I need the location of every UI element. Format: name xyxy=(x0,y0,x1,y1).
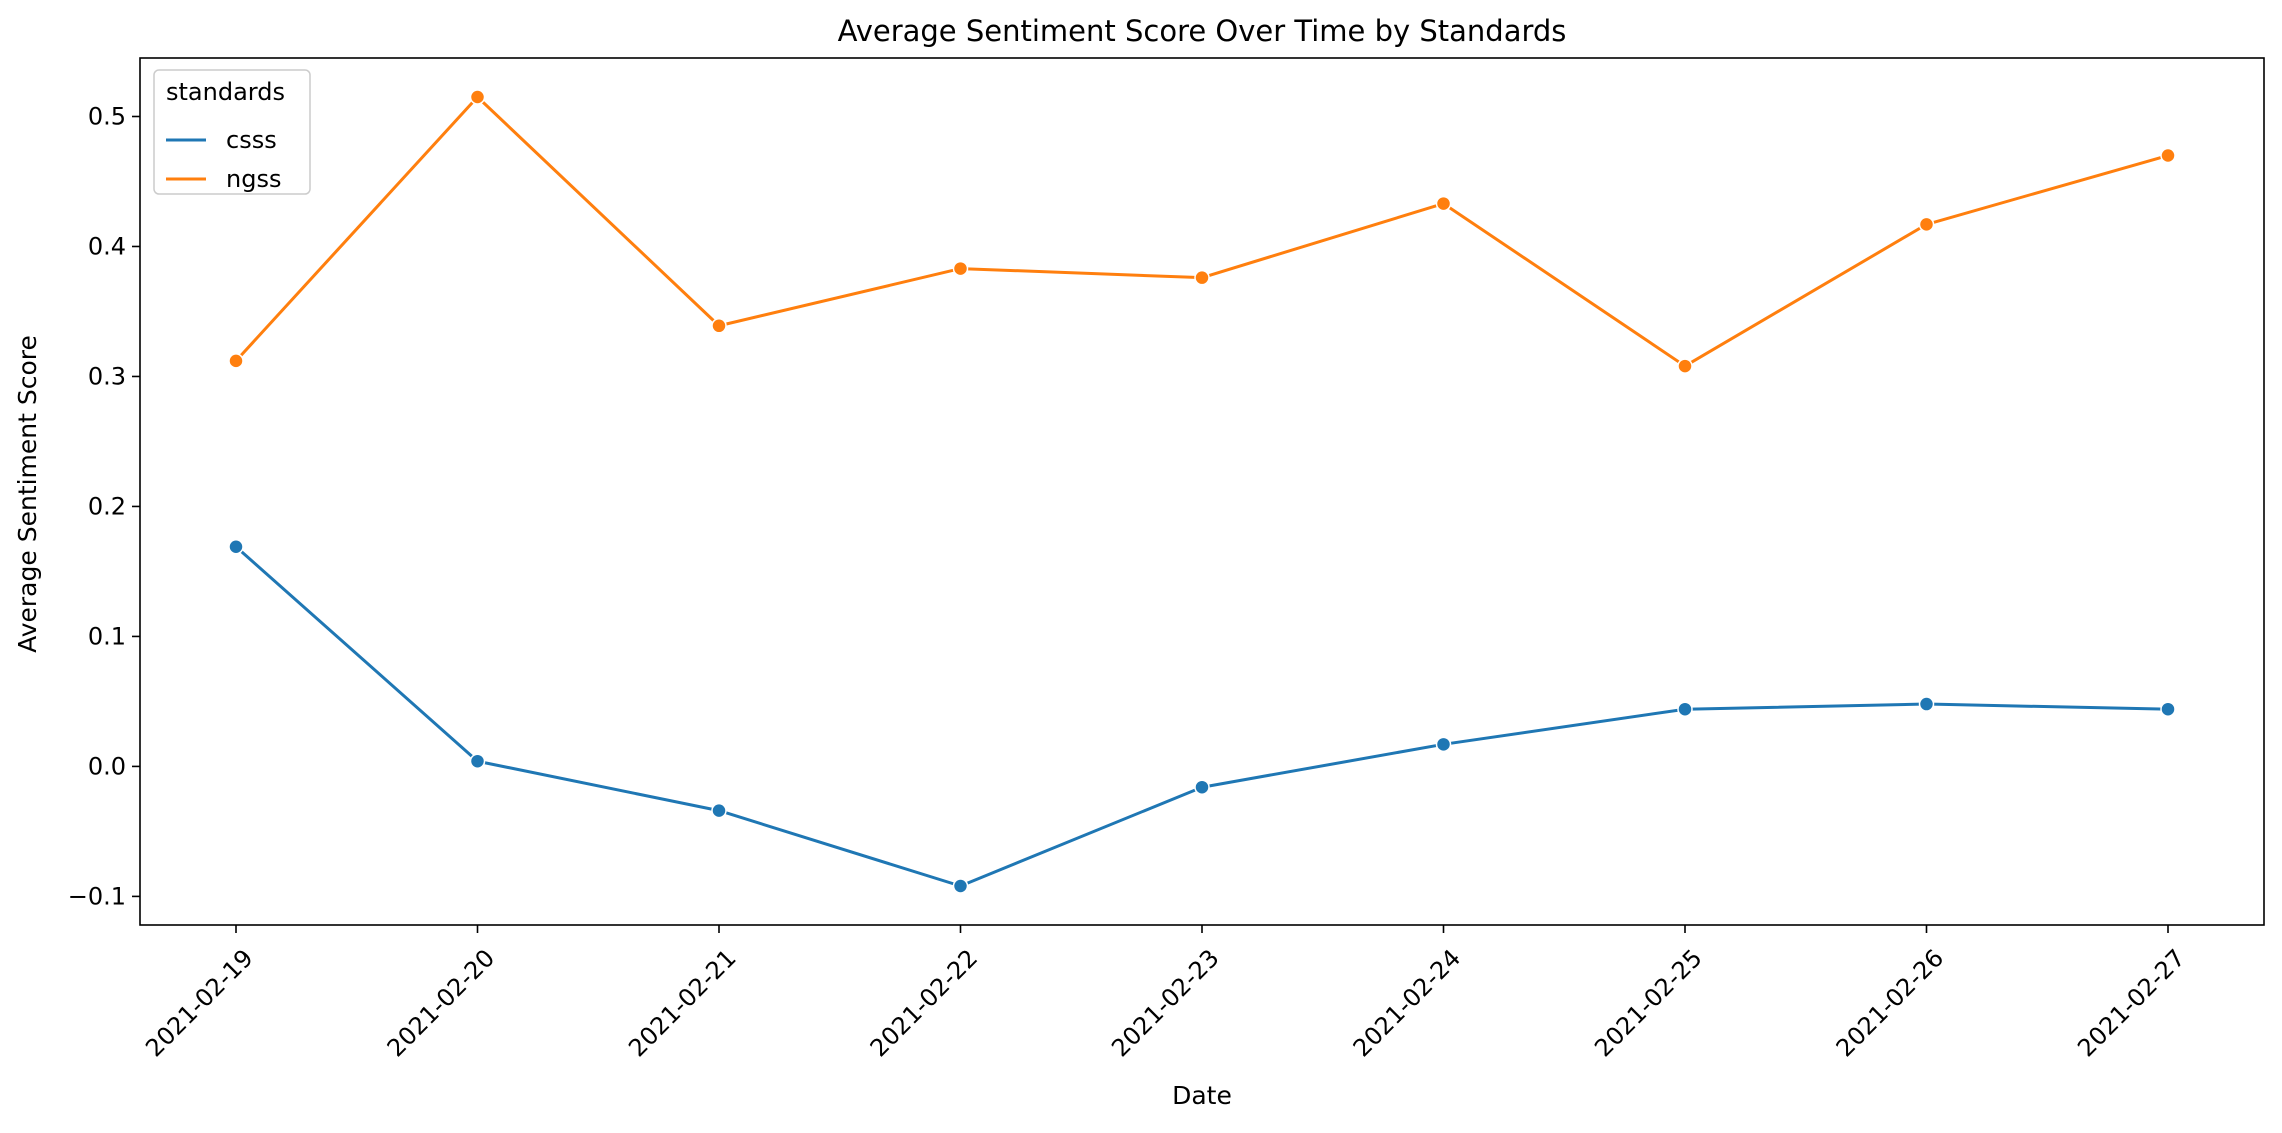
y-tick-label: −0.1 xyxy=(68,882,126,910)
y-tick-label: 0.4 xyxy=(88,232,126,260)
data-point-ngss xyxy=(2160,147,2176,164)
data-point-ngss xyxy=(711,318,727,334)
x-axis-label: Date xyxy=(1172,1081,1232,1110)
y-tick-label: 0.2 xyxy=(88,492,126,520)
y-tick-label: 0.5 xyxy=(88,102,126,130)
data-point-ngss xyxy=(952,260,969,277)
data-point-csss xyxy=(952,878,969,894)
data-point-csss xyxy=(1435,736,1452,753)
data-point-ngss xyxy=(228,353,244,369)
legend-box xyxy=(153,69,311,195)
data-point-csss xyxy=(2160,701,2176,717)
chart-title: Average Sentiment Score Over Time by Sta… xyxy=(838,14,1567,48)
data-point-ngss xyxy=(1194,269,1210,286)
legend-label-csss: csss xyxy=(226,126,277,154)
y-tick-label: 0.0 xyxy=(88,752,126,780)
y-axis-label: Average Sentiment Score xyxy=(13,335,42,653)
series-csss xyxy=(228,538,2176,894)
data-point-csss xyxy=(711,802,727,819)
data-point-csss xyxy=(1194,779,1210,795)
data-point-csss xyxy=(1677,701,1693,717)
data-point-csss xyxy=(469,753,486,769)
data-point-ngss xyxy=(1677,358,1693,374)
series-ngss xyxy=(228,89,2176,374)
legend: standards csss ngss xyxy=(153,69,311,195)
legend-label-ngss: ngss xyxy=(226,165,281,193)
data-point-csss xyxy=(228,538,244,555)
data-point-ngss xyxy=(469,89,486,105)
legend-title: standards xyxy=(166,78,285,106)
data-point-csss xyxy=(1918,696,1935,712)
data-point-ngss xyxy=(1435,195,1452,212)
y-tick-label: 0.1 xyxy=(88,622,126,650)
y-tick-label: 0.3 xyxy=(88,362,126,390)
data-point-ngss xyxy=(1918,216,1935,233)
